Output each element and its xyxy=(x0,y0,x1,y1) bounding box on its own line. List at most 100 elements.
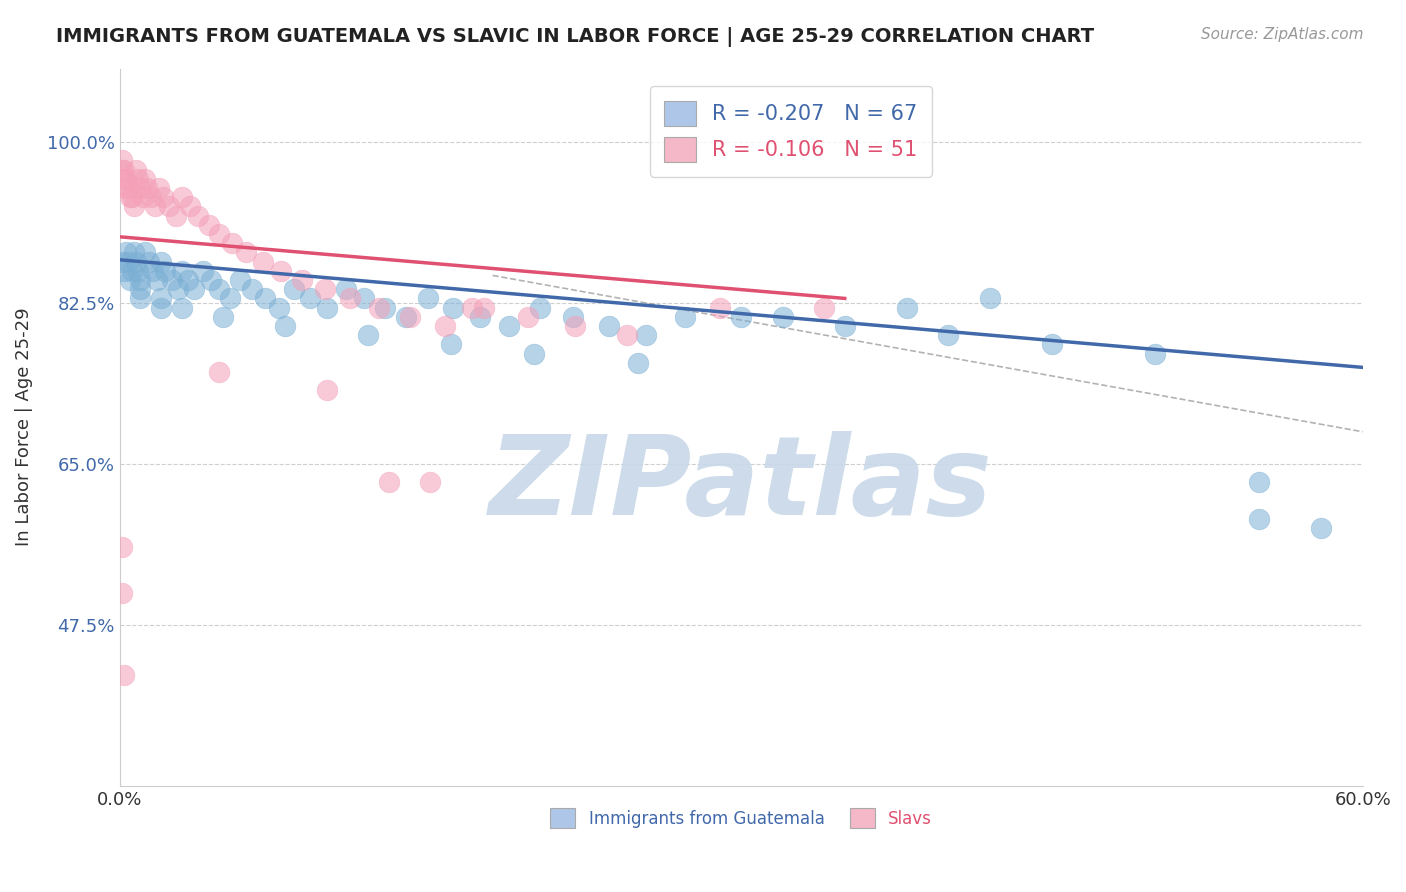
Point xyxy=(269,301,291,315)
Point xyxy=(283,282,305,296)
Point xyxy=(374,301,396,315)
Point xyxy=(170,301,193,315)
Point xyxy=(316,384,339,398)
Point xyxy=(150,254,173,268)
Point xyxy=(165,209,187,223)
Point xyxy=(187,209,209,223)
Point xyxy=(208,282,231,296)
Point xyxy=(1144,346,1167,360)
Y-axis label: In Labor Force | Age 25-29: In Labor Force | Age 25-29 xyxy=(15,308,32,547)
Point xyxy=(314,282,336,296)
Point xyxy=(177,273,200,287)
Point xyxy=(441,301,464,315)
Point xyxy=(120,273,142,287)
Point xyxy=(112,162,135,177)
Point xyxy=(470,310,492,324)
Point xyxy=(127,172,149,186)
Point xyxy=(111,153,134,168)
Point xyxy=(111,540,134,554)
Point xyxy=(730,310,752,324)
Point xyxy=(120,190,142,204)
Point xyxy=(111,254,134,268)
Point xyxy=(112,668,135,682)
Point xyxy=(896,301,918,315)
Point xyxy=(129,292,152,306)
Point xyxy=(150,292,173,306)
Point xyxy=(129,282,152,296)
Point xyxy=(115,172,138,186)
Point xyxy=(235,245,257,260)
Point xyxy=(564,318,586,333)
Point xyxy=(117,254,139,268)
Point xyxy=(252,254,274,268)
Point xyxy=(316,301,339,315)
Point xyxy=(134,172,156,186)
Point xyxy=(398,310,420,324)
Point xyxy=(148,181,170,195)
Point xyxy=(353,292,375,306)
Point xyxy=(516,310,538,324)
Point xyxy=(134,245,156,260)
Point xyxy=(198,218,221,232)
Point xyxy=(112,264,135,278)
Point xyxy=(299,292,322,306)
Point xyxy=(112,172,135,186)
Point xyxy=(367,301,389,315)
Point xyxy=(111,162,134,177)
Point xyxy=(115,181,138,195)
Point xyxy=(616,328,638,343)
Point xyxy=(111,585,134,599)
Point xyxy=(125,254,148,268)
Point xyxy=(159,199,181,213)
Point xyxy=(394,310,416,324)
Point xyxy=(229,273,252,287)
Point xyxy=(1247,512,1270,526)
Point xyxy=(634,328,657,343)
Point xyxy=(143,199,166,213)
Point xyxy=(135,181,157,195)
Point xyxy=(166,282,188,296)
Point xyxy=(339,292,361,306)
Point xyxy=(122,245,145,260)
Text: ZIPatlas: ZIPatlas xyxy=(489,431,993,538)
Point xyxy=(772,310,794,324)
Point xyxy=(1310,521,1333,535)
Point xyxy=(121,190,143,204)
Point xyxy=(433,318,456,333)
Point xyxy=(418,292,440,306)
Point xyxy=(129,181,152,195)
Point xyxy=(152,190,174,204)
Point xyxy=(131,190,153,204)
Point xyxy=(253,292,276,306)
Point xyxy=(122,199,145,213)
Point xyxy=(834,318,856,333)
Point xyxy=(121,264,143,278)
Point xyxy=(291,273,314,287)
Point xyxy=(529,301,551,315)
Point xyxy=(709,301,731,315)
Point xyxy=(150,301,173,315)
Point xyxy=(142,264,165,278)
Point xyxy=(936,328,959,343)
Point xyxy=(523,346,546,360)
Point xyxy=(200,273,222,287)
Point xyxy=(221,236,243,251)
Point xyxy=(274,318,297,333)
Point xyxy=(357,328,380,343)
Text: Source: ZipAtlas.com: Source: ZipAtlas.com xyxy=(1201,27,1364,42)
Point xyxy=(472,301,495,315)
Point xyxy=(117,181,139,195)
Point xyxy=(183,282,205,296)
Point xyxy=(813,301,835,315)
Point xyxy=(208,365,231,379)
Point xyxy=(138,254,160,268)
Point xyxy=(1040,337,1063,351)
Point xyxy=(979,292,1001,306)
Point xyxy=(208,227,231,241)
Point xyxy=(626,356,648,370)
Point xyxy=(378,475,401,490)
Point xyxy=(160,273,183,287)
Point xyxy=(440,337,463,351)
Point xyxy=(212,310,235,324)
Point xyxy=(598,318,620,333)
